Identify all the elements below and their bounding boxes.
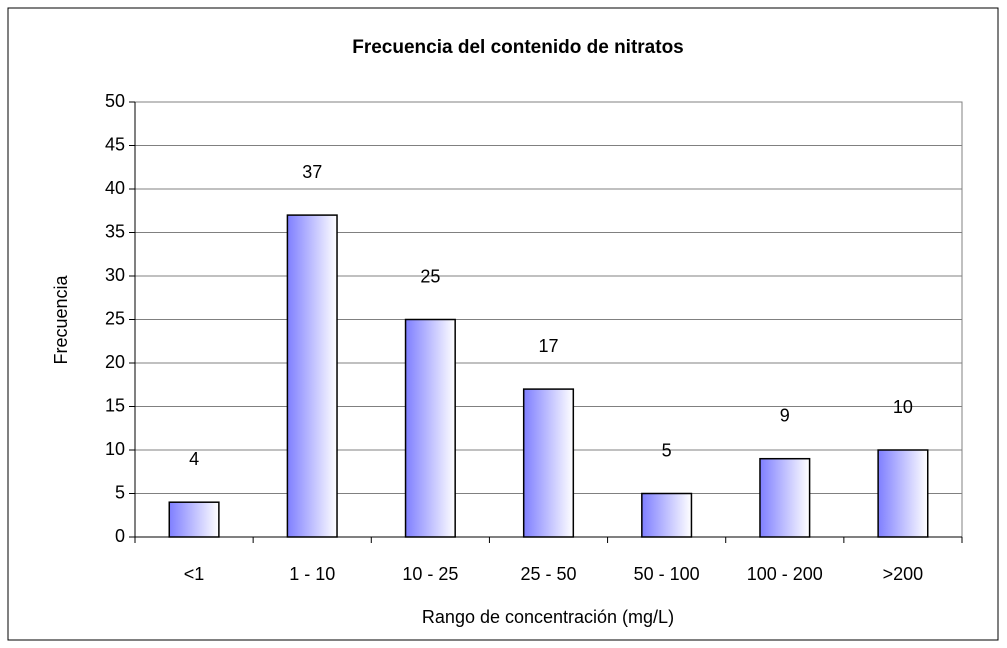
x-axis-label: Rango de concentración (mg/L) — [422, 607, 674, 627]
bar — [641, 492, 693, 538]
data-label: 17 — [538, 336, 558, 356]
data-label: 37 — [302, 162, 322, 182]
y-tick-label: 30 — [105, 265, 125, 285]
bar — [522, 388, 575, 538]
y-tick-label: 20 — [105, 352, 125, 372]
y-tick-label: 35 — [105, 221, 125, 241]
y-axis-label: Frecuencia — [51, 274, 71, 364]
x-tick-label: >200 — [883, 564, 924, 584]
bar — [877, 449, 929, 538]
bar — [404, 318, 456, 538]
bar — [286, 214, 338, 538]
y-tick-label: 45 — [105, 134, 125, 154]
chart-title: Frecuencia del contenido de nitratos — [352, 37, 684, 58]
x-tick-label: <1 — [184, 564, 205, 584]
y-tick-label: 40 — [105, 178, 125, 198]
x-tick-label: 1 - 10 — [289, 564, 335, 584]
y-tick-label: 0 — [115, 526, 125, 546]
bar — [759, 457, 811, 538]
data-label: 25 — [420, 266, 440, 286]
y-tick-label: 15 — [105, 395, 125, 415]
bar — [168, 501, 220, 538]
x-tick-label: 100 - 200 — [747, 564, 823, 584]
data-label: 5 — [662, 440, 672, 460]
x-tick-label: 50 - 100 — [634, 564, 700, 584]
y-tick-label: 25 — [105, 308, 125, 328]
y-tick-label: 10 — [105, 439, 125, 459]
x-tick-label: 10 - 25 — [402, 564, 458, 584]
x-tick-label: 25 - 50 — [520, 564, 576, 584]
chart-border — [7, 7, 999, 641]
data-label: 9 — [780, 405, 790, 425]
y-tick-label: 5 — [115, 482, 125, 502]
data-label: 4 — [189, 449, 199, 469]
y-tick-label: 50 — [105, 91, 125, 111]
data-label: 10 — [893, 397, 913, 417]
